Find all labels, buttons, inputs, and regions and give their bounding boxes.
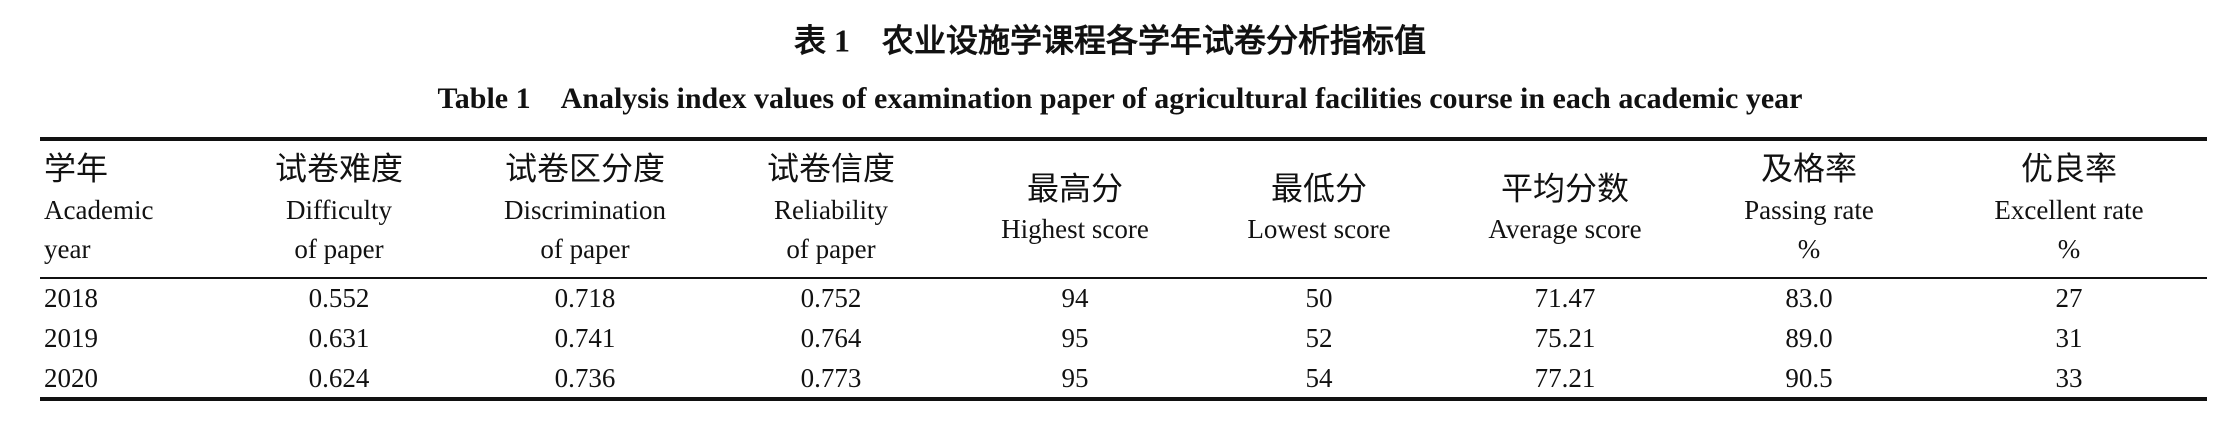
header-text: of paper <box>540 234 629 264</box>
cell-text: 33 <box>2056 363 2083 393</box>
cell-text: 31 <box>2056 323 2083 353</box>
cell-text: 95 <box>1062 363 1089 393</box>
cell-text: 83.0 <box>1785 283 1832 313</box>
header-text: 优良率 <box>2021 150 2117 186</box>
header-text: Passing rate <box>1744 195 1874 225</box>
cell-text: 89.0 <box>1785 323 1832 353</box>
header-text: Excellent rate <box>1994 195 2143 225</box>
header-text: 试卷难度 <box>275 150 403 186</box>
cell-text: 0.631 <box>309 323 370 353</box>
cell-text: 90.5 <box>1785 363 1832 393</box>
caption-zh: 表 1 农业设施学课程各学年试卷分析指标值 <box>794 22 1426 58</box>
header-text: year <box>44 234 90 264</box>
cell-text: 0.741 <box>555 323 616 353</box>
header-text: Lowest score <box>1247 214 1390 244</box>
cell-text: 0.718 <box>555 283 616 313</box>
cell-text: 27 <box>2056 283 2083 313</box>
cell-text: 75.21 <box>1535 323 1596 353</box>
cell-text: 0.736 <box>555 363 616 393</box>
header-text: Highest score <box>1001 214 1149 244</box>
header-text: % <box>2058 234 2081 264</box>
cell-text: 0.552 <box>309 283 370 313</box>
cell-text: 2020 <box>44 363 98 393</box>
header-text: % <box>1798 234 1821 264</box>
cell-text: 0.764 <box>801 323 862 353</box>
header-text: Discrimination <box>504 195 666 225</box>
cell-text: 2018 <box>44 283 98 313</box>
cell-text: 0.773 <box>801 363 862 393</box>
cell-text: 0.752 <box>801 283 862 313</box>
cell-text: 52 <box>1306 323 1333 353</box>
cell-text: 54 <box>1306 363 1334 393</box>
header-text: 及格率 <box>1761 150 1857 186</box>
cell-text: 95 <box>1062 323 1089 353</box>
header-text: 最低分 <box>1271 170 1367 206</box>
cell-text: 2019 <box>44 323 98 353</box>
header-text: 平均分数 <box>1501 170 1629 206</box>
header-text: of paper <box>294 234 383 264</box>
cell-text: 94 <box>1062 283 1090 313</box>
header-text: 学年 <box>44 150 108 186</box>
header-text: Average score <box>1488 214 1641 244</box>
cell-text: 0.624 <box>309 363 370 393</box>
caption-en: Table 1 Analysis index values of examina… <box>438 82 1803 115</box>
header-text: 试卷区分度 <box>505 150 665 186</box>
cell-text: 71.47 <box>1535 283 1596 313</box>
header-text: Difficulty <box>286 195 392 225</box>
header-text: Academic <box>44 195 153 225</box>
cell-text: 50 <box>1306 283 1333 313</box>
header-text: 试卷信度 <box>767 150 895 186</box>
header-text: 最高分 <box>1027 170 1123 206</box>
header-text: Reliability <box>774 195 888 225</box>
header-text: of paper <box>786 234 875 264</box>
cell-text: 77.21 <box>1535 363 1596 393</box>
